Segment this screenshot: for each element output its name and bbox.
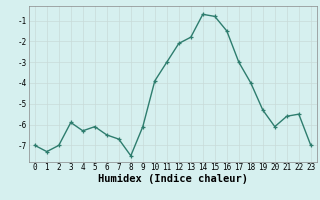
X-axis label: Humidex (Indice chaleur): Humidex (Indice chaleur) xyxy=(98,174,248,184)
